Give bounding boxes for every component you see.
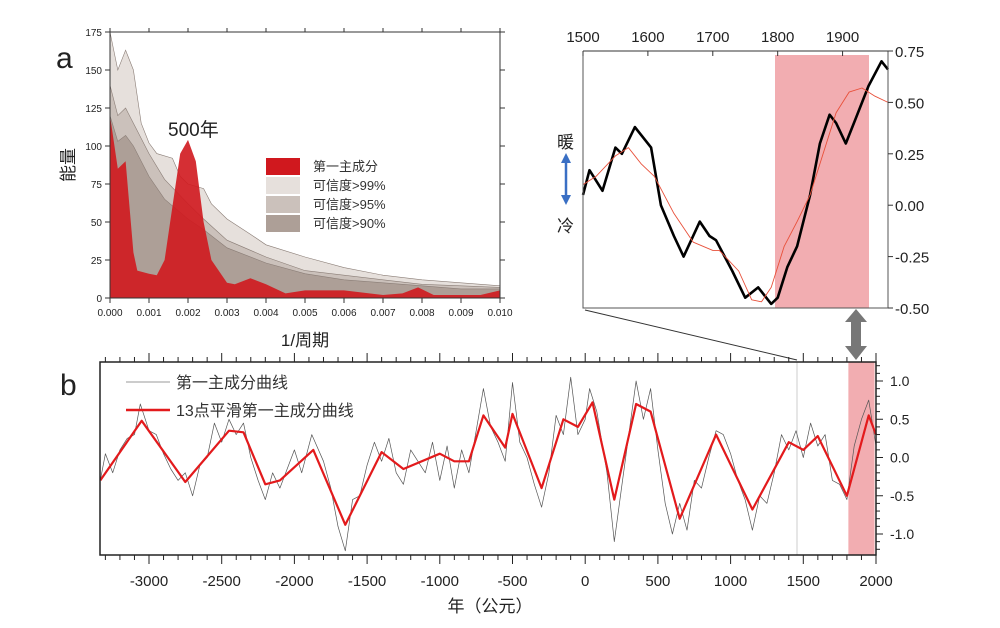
warm-cold-arrow-icon: [561, 153, 571, 205]
x-tick-label-a: 0.004: [253, 308, 278, 319]
y-tick-label-a: 75: [91, 180, 103, 191]
plot-frame-inset: [582, 51, 889, 309]
x-tick-label-b: -1000: [421, 573, 459, 590]
y-tick-label-inset: 0.00: [895, 198, 924, 215]
x-tick-label-b: 0: [581, 573, 589, 590]
x-tick-label-a: 0.005: [292, 308, 317, 319]
x-tick-label-b: 2000: [859, 573, 892, 590]
x-tick-label-inset: 1800: [761, 29, 794, 46]
x-tick-label-b: -500: [497, 573, 527, 590]
cold-label: 冷: [557, 217, 574, 236]
panel-a: a 0.000 0.001 0.002 0.003 0.004 0.005 0.006 0.0…: [56, 28, 513, 350]
line-series-inset-red: [582, 87, 889, 303]
y-tick-label-inset: -0.25: [895, 250, 929, 267]
legend-swatch-a: [266, 177, 300, 194]
x-tick-label-inset: 1600: [631, 29, 664, 46]
legend-swatch-a: [266, 158, 300, 175]
y-tick-label-b: -1.0: [890, 526, 914, 542]
x-tick-label-inset: 1500: [566, 29, 599, 46]
legend-b: 第一主成分曲线 13点平滑第一主成分曲线: [126, 374, 354, 420]
x-tick-label-b: -3000: [130, 573, 168, 590]
x-tick-label-a: 0.006: [331, 308, 356, 319]
x-tick-label-b: 1500: [787, 573, 820, 590]
warm-label: 暖: [557, 133, 574, 152]
x-axis-label-b: 年（公元）: [448, 597, 533, 616]
highlight-region-inset: [775, 55, 869, 308]
y-tick-label-b: 1.0: [890, 373, 910, 389]
legend-label-a: 第一主成分: [313, 159, 378, 174]
y-tick-label-a: 150: [85, 66, 102, 77]
legend-label-raw: 第一主成分曲线: [176, 374, 288, 392]
y-tick-label-inset: 0.50: [895, 95, 924, 112]
y-tick-label-b: 0.0: [890, 450, 910, 466]
panel-label-a: a: [56, 42, 73, 75]
legend-swatch-a: [266, 196, 300, 213]
y-axis-label-a: 能量: [59, 148, 78, 182]
panel-b: b -3000 -2500 -2000 -1500 -1000 -500 0 500 1000 1…: [60, 353, 914, 616]
y-tick-label-a: 0: [96, 294, 102, 305]
legend-label-a: 可信度>90%: [313, 216, 386, 231]
x-tick-label-a: 0.009: [448, 308, 473, 319]
panel-label-b: b: [60, 369, 77, 402]
x-tick-label-a: 0.003: [214, 308, 239, 319]
y-tick-label-a: 100: [85, 142, 102, 153]
x-tick-label-a: 0.010: [487, 308, 512, 319]
panel-inset: 1500 1600 1700 1800 1900 0.75 0.50 0.25 0.00 -0.2…: [557, 29, 929, 318]
x-tick-label-inset: 1900: [826, 29, 859, 46]
double-arrow-icon: [845, 309, 867, 360]
legend-label-a: 可信度>95%: [313, 197, 386, 212]
x-tick-label-b: 1000: [714, 573, 747, 590]
y-tick-label-inset: -0.50: [895, 301, 929, 318]
line-series-b-0: [99, 376, 877, 552]
legend-swatch-a: [266, 215, 300, 232]
y-tick-label-b: -0.5: [890, 488, 914, 504]
y-tick-label-b: 0.5: [890, 411, 910, 427]
y-tick-label-a: 175: [85, 28, 102, 39]
x-tick-label-a: 0.002: [175, 308, 200, 319]
x-tick-label-a: 0.000: [97, 308, 122, 319]
line-series-b-1: [99, 401, 878, 526]
x-tick-label-b: -2500: [203, 573, 241, 590]
peak-annotation: 500年: [168, 119, 219, 141]
area-series-3: [110, 115, 500, 298]
y-tick-label-a: 125: [85, 104, 102, 115]
plot-frame-b: [99, 361, 877, 556]
x-tick-label-a: 0.001: [136, 308, 161, 319]
y-tick-label-a: 50: [91, 218, 103, 229]
x-tick-label-inset: 1700: [696, 29, 729, 46]
x-axis-label-a: 1/周期: [281, 331, 329, 350]
x-tick-label-b: -2000: [275, 573, 313, 590]
zoom-connector-line: [584, 309, 798, 361]
x-tick-label-b: -1500: [348, 573, 386, 590]
legend-label-a: 可信度>99%: [313, 178, 386, 193]
x-tick-label-a: 0.008: [409, 308, 434, 319]
y-tick-label-inset: 0.75: [895, 44, 924, 61]
y-tick-label-inset: 0.25: [895, 147, 924, 164]
x-tick-label-a: 0.007: [370, 308, 395, 319]
x-tick-label-b: 500: [645, 573, 670, 590]
line-series-inset-black: [581, 60, 890, 306]
legend-label-smoothed: 13点平滑第一主成分曲线: [176, 402, 354, 420]
y-tick-label-a: 25: [91, 256, 103, 267]
